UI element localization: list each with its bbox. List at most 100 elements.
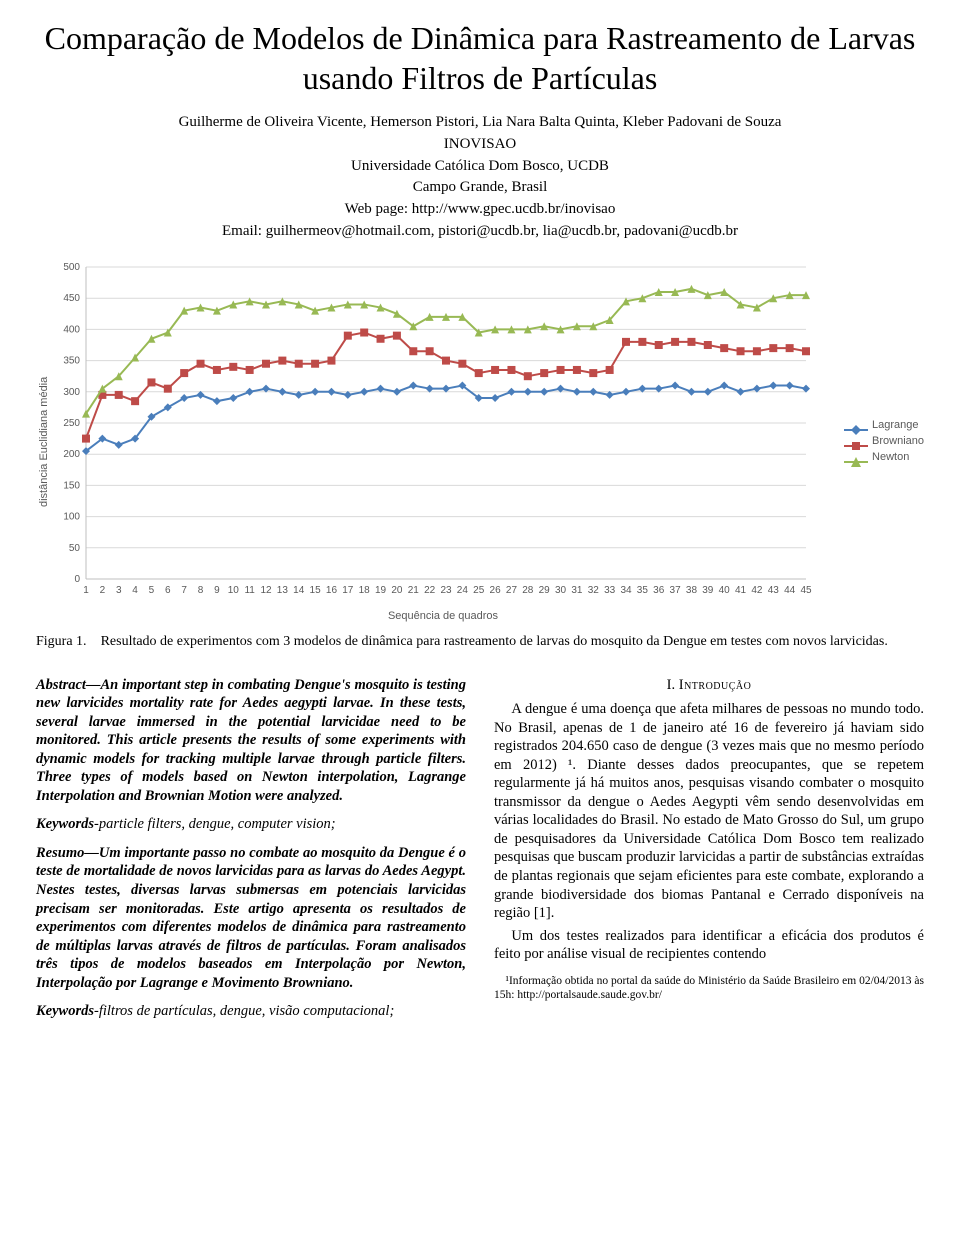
svg-text:41: 41 [735,585,747,596]
svg-text:18: 18 [359,585,371,596]
figure-caption: Figura 1. Resultado de experimentos com … [36,634,924,650]
svg-text:17: 17 [342,585,354,596]
svg-text:2: 2 [100,585,106,596]
legend-marker-icon [844,424,866,426]
svg-text:32: 32 [588,585,600,596]
svg-text:6: 6 [165,585,171,596]
intro-p1: A dengue é uma doença que afeta milhares… [494,700,924,923]
svg-text:13: 13 [277,585,289,596]
svg-text:9: 9 [214,585,220,596]
svg-text:43: 43 [768,585,780,596]
svg-text:350: 350 [63,355,80,366]
figure-caption-text: Resultado de experimentos com 3 modelos … [101,634,888,649]
svg-text:39: 39 [702,585,714,596]
svg-text:30: 30 [555,585,567,596]
affil-3: Campo Grande, Brasil [36,177,924,199]
section-heading: I. Introdução [494,676,924,695]
svg-text:35: 35 [637,585,649,596]
left-column: Abstract—An important step in combating … [36,676,466,1031]
legend-marker-icon [844,440,866,442]
abstract-pt-label: Resumo [36,845,84,861]
svg-text:38: 38 [686,585,698,596]
keywords-en: Keywords-particle filters, dengue, compu… [36,815,466,834]
svg-text:45: 45 [800,585,812,596]
svg-text:0: 0 [74,574,80,585]
chart-svg: 0501001502002503003504004505001234567891… [52,261,812,601]
figure-label: Figura 1. [36,634,87,649]
svg-text:11: 11 [244,585,255,596]
abstract-en-label: Abstract [36,677,86,693]
abstract-pt: Resumo—Um importante passo no combate ao… [36,844,466,992]
svg-text:28: 28 [522,585,534,596]
legend-label: Lagrange [872,419,919,431]
legend-label: Browniano [872,435,924,447]
svg-text:16: 16 [326,585,338,596]
svg-text:37: 37 [670,585,682,596]
svg-text:23: 23 [440,585,452,596]
legend-marker-icon [844,456,866,458]
svg-text:19: 19 [375,585,387,596]
svg-text:50: 50 [69,542,81,553]
intro-p2: Um dos testes realizados para identifica… [494,927,924,964]
svg-text:36: 36 [653,585,665,596]
email-line: Email: guilhermeov@hotmail.com, pistori@… [36,221,924,243]
figure-1: distância Euclidiana média 0 50 100 150 200 2… [36,261,924,622]
legend: Lagrange Browniano Newton [834,415,924,467]
affil-1: INOVISAO [36,134,924,156]
affil-2: Universidade Católica Dom Bosco, UCDB [36,156,924,178]
right-column: I. Introdução A dengue é uma doença que … [494,676,924,1031]
author-block: Guilherme de Oliveira Vicente, Hemerson … [36,112,924,243]
svg-text:14: 14 [293,585,305,596]
legend-item: Browniano [844,435,924,447]
svg-text:20: 20 [391,585,403,596]
plot-area: 0501001502002503003504004505001234567891… [52,261,834,622]
svg-text:100: 100 [63,511,80,522]
svg-text:21: 21 [408,585,420,596]
svg-text:40: 40 [719,585,731,596]
paper-title: Comparação de Modelos de Dinâmica para R… [36,18,924,98]
svg-text:500: 500 [63,262,80,273]
svg-text:15: 15 [310,585,322,596]
svg-text:12: 12 [260,585,272,596]
svg-text:7: 7 [181,585,187,596]
svg-text:25: 25 [473,585,485,596]
web-line: Web page: http://www.gpec.ucdb.br/inovis… [36,199,924,221]
svg-text:4: 4 [132,585,138,596]
kw-en-text: -particle filters, dengue, computer visi… [94,816,336,832]
svg-text:5: 5 [149,585,155,596]
abstract-en-text: —An important step in combating Dengue's… [36,677,466,804]
section-number: I. [667,677,675,693]
keywords-pt: Keywords-filtros de partículas, dengue, … [36,1002,466,1021]
svg-text:10: 10 [228,585,240,596]
y-axis-label: distância Euclidiana média [36,261,52,622]
legend-item: Newton [844,451,924,463]
svg-text:27: 27 [506,585,518,596]
svg-text:26: 26 [490,585,502,596]
svg-text:31: 31 [571,585,583,596]
svg-text:22: 22 [424,585,436,596]
svg-text:29: 29 [539,585,551,596]
svg-text:44: 44 [784,585,796,596]
kw-pt-text: -filtros de partículas, dengue, visão co… [94,1003,394,1019]
svg-text:450: 450 [63,293,80,304]
legend-item: Lagrange [844,419,924,431]
authors-line: Guilherme de Oliveira Vicente, Hemerson … [36,112,924,134]
svg-text:300: 300 [63,386,80,397]
svg-text:1: 1 [83,585,89,596]
svg-text:200: 200 [63,449,80,460]
svg-text:3: 3 [116,585,122,596]
svg-text:42: 42 [751,585,763,596]
kw-en-label: Keywords [36,816,94,832]
kw-pt-label: Keywords [36,1003,94,1019]
svg-text:34: 34 [620,585,632,596]
legend-label: Newton [872,451,909,463]
x-axis-label: Sequência de quadros [52,610,834,622]
svg-text:150: 150 [63,480,80,491]
svg-text:250: 250 [63,418,80,429]
footnote-1: ¹Informação obtida no portal da saúde do… [494,974,924,1003]
svg-text:400: 400 [63,324,80,335]
svg-text:24: 24 [457,585,469,596]
abstract-en: Abstract—An important step in combating … [36,676,466,806]
abstract-pt-text: —Um importante passo no combate ao mosqu… [36,845,466,991]
svg-text:33: 33 [604,585,616,596]
